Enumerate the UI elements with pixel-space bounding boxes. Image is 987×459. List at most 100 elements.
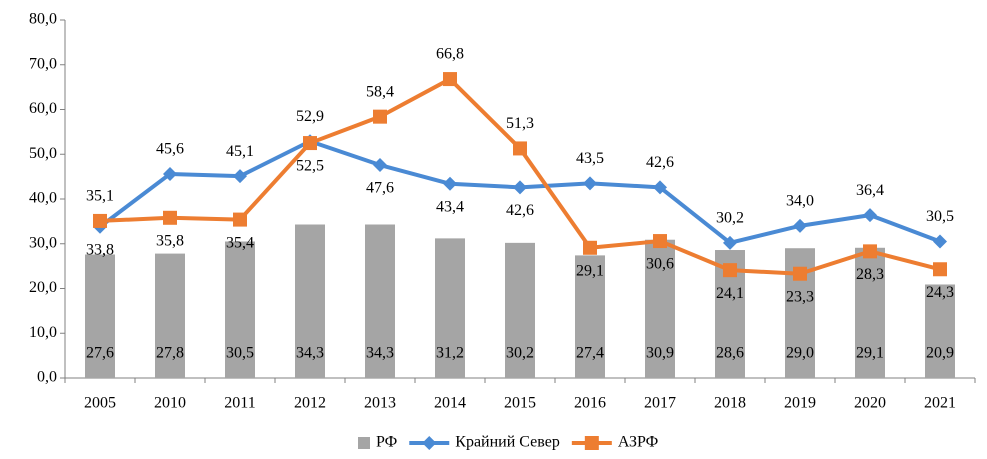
line-value-label: 28,3 — [856, 266, 884, 283]
legend-label: АЗРФ — [618, 434, 658, 451]
bar-value-label: 28,6 — [716, 345, 744, 362]
x-tick-label: 2019 — [784, 395, 816, 412]
y-tick-label: 20,0 — [29, 279, 57, 296]
bar-value-label: 20,9 — [926, 345, 954, 362]
x-tick-label: 2018 — [714, 395, 746, 412]
x-tick-label: 2012 — [294, 395, 326, 412]
marker — [163, 166, 177, 181]
bar-value-label: 31,2 — [436, 345, 464, 362]
bar — [505, 242, 535, 378]
marker — [793, 266, 807, 281]
marker — [863, 244, 877, 259]
marker — [163, 210, 177, 225]
y-tick-label: 40,0 — [29, 190, 57, 207]
legend-marker — [422, 436, 437, 450]
marker — [233, 169, 247, 184]
line-value-label: 30,5 — [926, 208, 954, 225]
bar — [855, 247, 885, 378]
marker — [583, 240, 597, 255]
x-tick-label: 2015 — [504, 395, 536, 412]
marker — [303, 136, 317, 151]
x-tick-label: 2017 — [644, 395, 676, 412]
line-value-label: 45,1 — [226, 143, 254, 160]
bar-value-label: 27,8 — [156, 345, 184, 362]
marker — [653, 180, 667, 195]
y-tick-label: 30,0 — [29, 234, 57, 251]
bar — [295, 224, 325, 378]
marker — [933, 262, 947, 277]
line-value-label: 36,4 — [856, 182, 884, 199]
bar — [365, 224, 395, 378]
legend-label: РФ — [376, 434, 397, 451]
line-value-label: 58,4 — [366, 83, 394, 100]
line-value-label: 34,0 — [786, 193, 814, 210]
line-value-label: 51,3 — [506, 115, 534, 132]
marker — [723, 235, 737, 250]
line-value-label: 45,6 — [156, 141, 184, 158]
marker — [933, 234, 947, 249]
line-value-label: 35,4 — [226, 234, 254, 251]
line-value-label: 66,8 — [436, 46, 464, 63]
line-value-label: 29,1 — [576, 262, 604, 279]
marker — [373, 157, 387, 172]
bar — [645, 239, 675, 378]
line-value-label: 30,2 — [716, 210, 744, 227]
bar-value-label: 34,3 — [366, 345, 394, 362]
line-value-label: 52,5 — [296, 158, 324, 175]
y-tick-label: 70,0 — [29, 55, 57, 72]
bar-value-label: 27,4 — [576, 345, 604, 362]
marker — [793, 218, 807, 233]
marker — [443, 72, 457, 87]
marker — [93, 213, 107, 228]
line-value-label: 43,4 — [436, 198, 464, 215]
y-tick-label: 0,0 — [37, 369, 57, 386]
x-tick-label: 2014 — [434, 395, 466, 412]
x-tick-label: 2010 — [154, 395, 186, 412]
marker — [723, 263, 737, 278]
x-tick-label: 2016 — [574, 395, 606, 412]
y-tick-label: 10,0 — [29, 324, 57, 341]
marker — [513, 180, 527, 195]
line-value-label: 23,3 — [786, 288, 814, 305]
legend-label: Крайний Север — [455, 434, 560, 451]
legend-marker — [584, 436, 599, 450]
bar-value-label: 30,2 — [506, 345, 534, 362]
bar-value-label: 29,1 — [856, 345, 884, 362]
bar — [925, 284, 955, 378]
bar-value-label: 30,9 — [646, 345, 674, 362]
marker — [443, 176, 457, 191]
x-tick-label: 2005 — [84, 395, 116, 412]
bar-value-label: 34,3 — [296, 345, 324, 362]
x-tick-label: 2021 — [924, 395, 956, 412]
bar — [575, 255, 605, 378]
legend-swatch — [358, 437, 370, 449]
line-value-label: 42,6 — [506, 202, 534, 219]
line-value-label: 52,9 — [296, 108, 324, 125]
bar-value-label: 30,5 — [226, 345, 254, 362]
line-value-label: 42,6 — [646, 154, 674, 171]
line-value-label: 47,6 — [366, 180, 394, 197]
bar — [435, 238, 465, 378]
line-value-label: 24,1 — [716, 285, 744, 302]
x-tick-label: 2020 — [854, 395, 886, 412]
bar-value-label: 27,6 — [86, 345, 114, 362]
line-value-label: 35,1 — [86, 188, 114, 205]
line-value-label: 24,3 — [926, 284, 954, 301]
bar-value-label: 29,0 — [786, 345, 814, 362]
y-tick-label: 60,0 — [29, 100, 57, 117]
marker — [863, 208, 877, 223]
marker — [373, 109, 387, 124]
line-value-label: 43,5 — [576, 150, 604, 167]
marker — [513, 141, 527, 156]
line-value-label: 33,8 — [86, 241, 114, 258]
line-value-label: 35,8 — [156, 232, 184, 249]
bar — [155, 253, 185, 378]
x-tick-label: 2011 — [224, 395, 255, 412]
bar — [85, 254, 115, 378]
marker — [233, 212, 247, 227]
x-tick-label: 2013 — [364, 395, 396, 412]
bar — [225, 241, 255, 378]
y-tick-label: 80,0 — [29, 11, 57, 28]
marker — [583, 176, 597, 191]
